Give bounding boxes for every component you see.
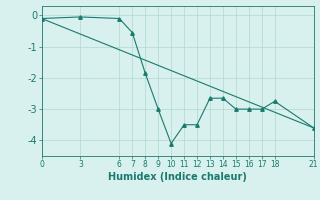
X-axis label: Humidex (Indice chaleur): Humidex (Indice chaleur)	[108, 172, 247, 182]
